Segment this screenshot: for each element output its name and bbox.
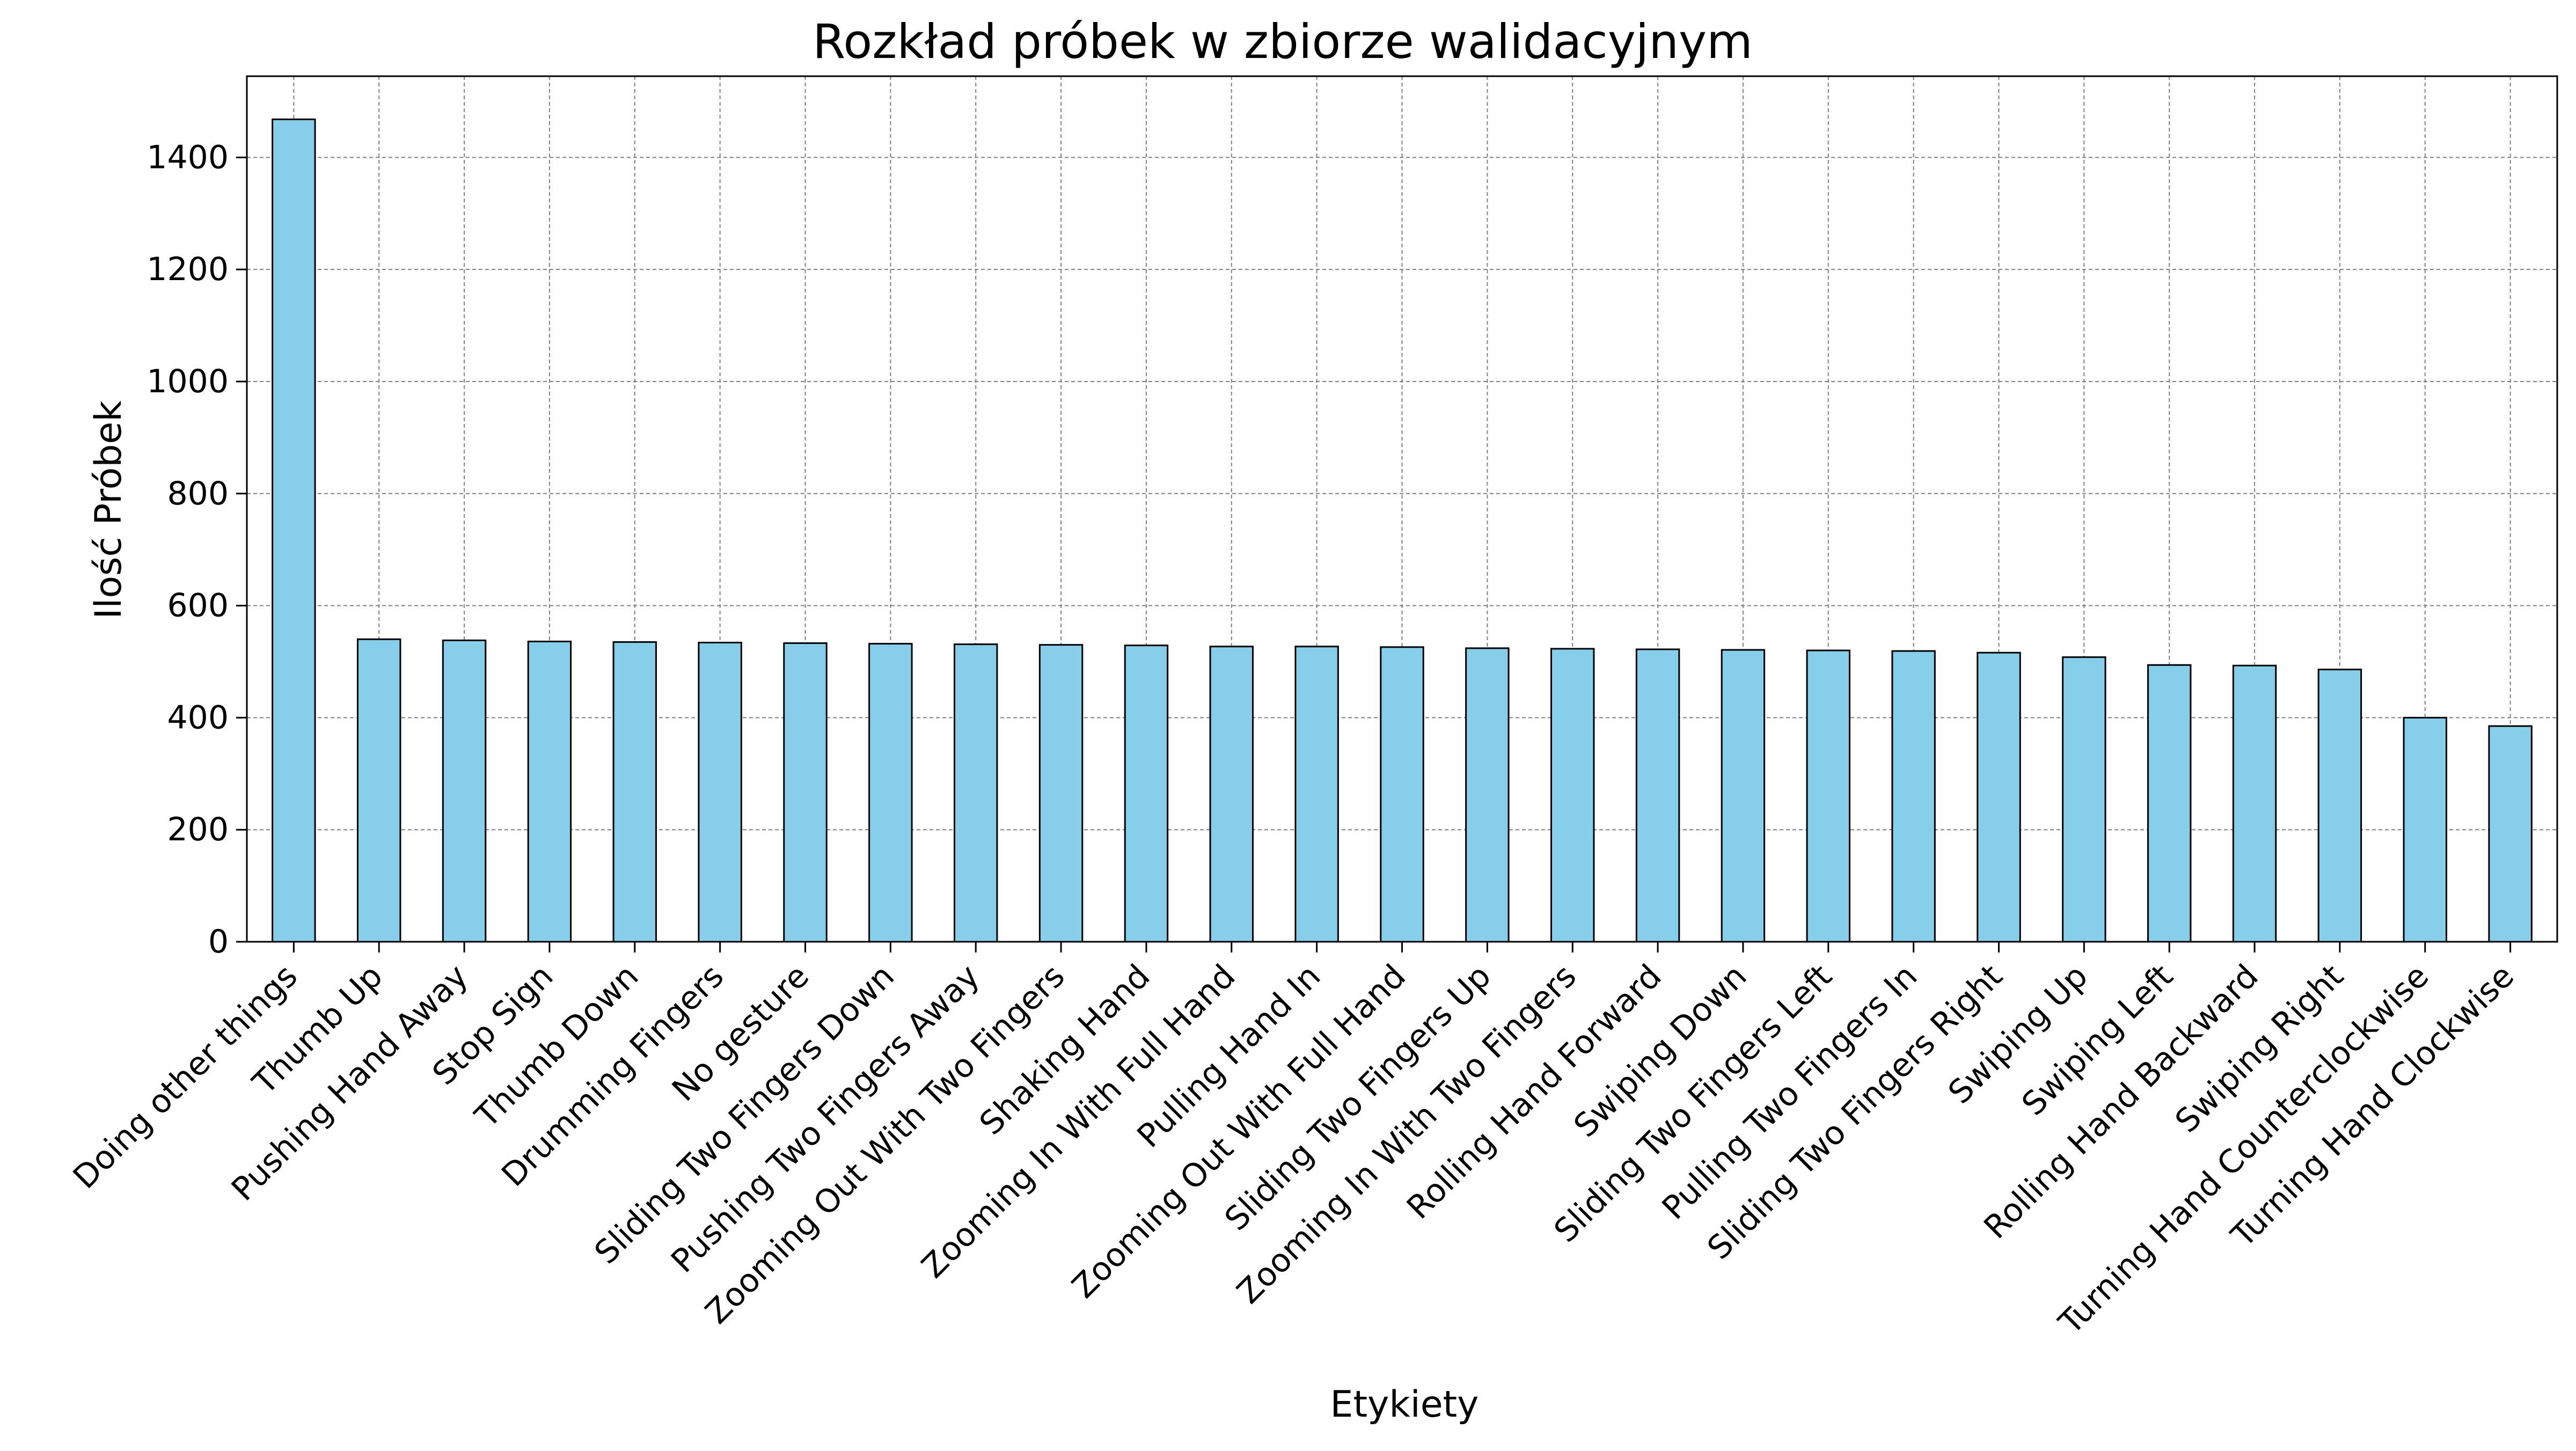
bar (2147, 664, 2192, 943)
bar (1550, 648, 1595, 943)
y-axis-label: Ilość Próbek (87, 400, 130, 619)
bar (1465, 647, 1510, 943)
bar (442, 639, 487, 943)
bar (527, 640, 572, 943)
y-tick-label: 200 (167, 811, 229, 848)
y-tick-label: 400 (167, 699, 229, 736)
bar (2232, 664, 2277, 943)
bar (272, 118, 316, 943)
x-axis-label: Etykiety (1330, 1383, 1479, 1426)
bar (2317, 669, 2362, 943)
bar (783, 642, 828, 943)
bar (1806, 649, 1850, 943)
bar (2403, 716, 2447, 943)
bar (1721, 649, 1766, 943)
bar (2488, 725, 2533, 943)
bars (272, 118, 2533, 943)
chart-title: Rozkład próbek w zbiorze walidacyjnym (813, 14, 1753, 69)
bar (2062, 656, 2106, 943)
bar (1380, 646, 1424, 943)
y-tick-label: 1200 (147, 251, 229, 288)
bar (1124, 644, 1169, 943)
bar (1635, 648, 1680, 943)
y-tick-label: 800 (167, 475, 229, 512)
y-axis: 0 200 400 600 800 1000 1200 1400 (147, 138, 247, 961)
bar (1038, 644, 1084, 943)
bar (1209, 646, 1254, 943)
y-tick-label: 600 (167, 587, 229, 625)
bar (698, 641, 742, 943)
y-tick-label: 0 (208, 923, 229, 961)
bar (868, 643, 913, 943)
y-tick-label: 1400 (147, 138, 229, 176)
bar (1977, 651, 2021, 943)
bar (1294, 646, 1339, 943)
bar (1891, 650, 1936, 943)
bar (357, 638, 401, 943)
y-tick-label: 1000 (147, 363, 229, 400)
bar (954, 643, 998, 943)
bar (612, 641, 657, 943)
